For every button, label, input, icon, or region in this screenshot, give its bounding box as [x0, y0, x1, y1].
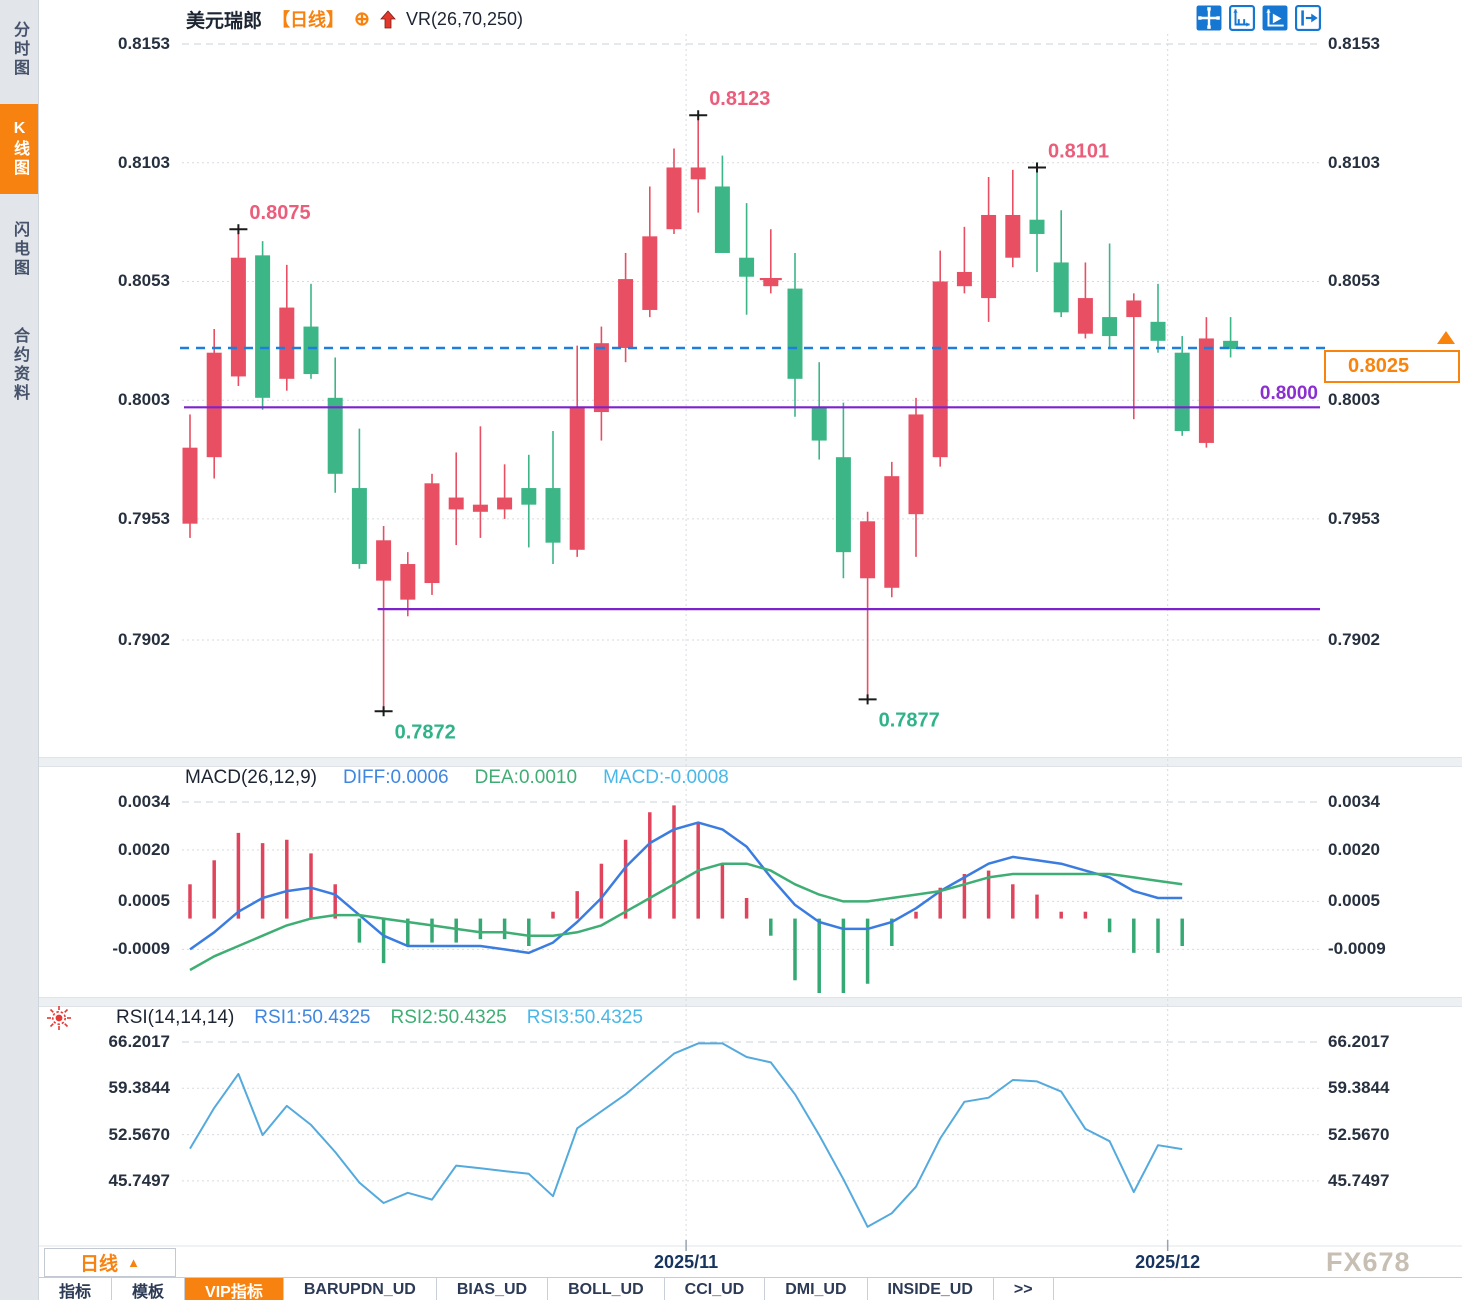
chart-toolbar — [1196, 5, 1321, 31]
x-axis-date-label: 2025/12 — [1135, 1252, 1201, 1272]
y-axis-tick-label: 59.3844 — [108, 1078, 170, 1098]
tab-boll-ud[interactable]: BOLL_UD — [548, 1278, 665, 1300]
y-axis-tick-label: 0.0005 — [1328, 891, 1380, 911]
y-axis-tick-label: 0.8053 — [1328, 271, 1380, 291]
tab-dmi-ud[interactable]: DMI_UD — [765, 1278, 868, 1300]
y-axis-tick-label: 0.7953 — [1328, 508, 1380, 528]
tab-more[interactable]: >> — [994, 1278, 1054, 1300]
y-axis-tick-label: 0.8153 — [1328, 34, 1380, 53]
tab-vip-indicator[interactable]: VIP指标 — [185, 1278, 284, 1300]
y-axis-tick-label: 0.0020 — [118, 840, 170, 859]
rsi-header: RSI(14,14,14) RSI1:50.4325 RSI2:50.4325 … — [46, 1005, 643, 1031]
y-axis-scale-icon[interactable] — [1262, 5, 1288, 31]
period-selector-label: 日线 — [80, 1254, 119, 1275]
vr-indicator-label: VR(26,70,250) — [405, 8, 524, 29]
chart-header: 美元瑞郎 【日线】 ⊕ VR(26,70,250) — [186, 5, 523, 33]
sidebar-item-kline-chart[interactable]: K线图 — [0, 104, 38, 194]
period-tag[interactable]: 【日线】 — [272, 10, 345, 30]
y-axis-tick-label: 52.5670 — [108, 1124, 170, 1144]
tab-cci-ud[interactable]: CCI_UD — [665, 1278, 766, 1300]
y-axis-tick-label: 0.7902 — [118, 630, 170, 650]
hot-indicator-sun-icon[interactable] — [46, 1005, 72, 1031]
tab-inside-ud[interactable]: INSIDE_UD — [868, 1278, 994, 1300]
red-up-arrow-icon — [380, 9, 396, 28]
y-axis-tick-label: 59.3844 — [1328, 1078, 1390, 1098]
tab-indicator[interactable]: 指标 — [39, 1278, 113, 1300]
y-axis-tick-label: 0.8103 — [1328, 152, 1380, 172]
current-price-marker: 0.8025 — [1324, 350, 1460, 383]
svg-text:0.7877: 0.7877 — [879, 709, 940, 731]
price-marker-arrow-icon — [1437, 331, 1455, 344]
x-axis-date-label: 2025/11 — [654, 1252, 719, 1272]
tab-barupdn-ud[interactable]: BARUPDN_UD — [284, 1278, 437, 1300]
rsi1-value: RSI1:50.4325 — [254, 1007, 371, 1028]
macd-hist-value: MACD:-0.0008 — [603, 767, 729, 788]
period-selector-button[interactable]: 日线 ▲ — [44, 1248, 176, 1277]
rsi3-value: RSI3:50.4325 — [526, 1007, 643, 1028]
y-axis-tick-label: 45.7497 — [1328, 1170, 1390, 1190]
y-axis-tick-label: -0.0009 — [112, 939, 170, 959]
y-axis-tick-label: 0.8053 — [118, 271, 170, 291]
y-axis-tick-label: 52.5670 — [1328, 1124, 1390, 1144]
y-axis-tick-label: 0.7902 — [1328, 630, 1380, 650]
panel-separator[interactable] — [39, 757, 1462, 767]
symbol-title: 美元瑞郎 — [186, 10, 263, 32]
y-axis-tick-label: 0.0034 — [1328, 792, 1380, 811]
sidebar-item-time-chart[interactable]: 分时图 — [11, 20, 28, 78]
circle-plus-icon[interactable]: ⊕ — [354, 8, 370, 30]
y-axis-tick-label: 66.2017 — [108, 1032, 170, 1051]
y-axis-tick-label: 0.7953 — [118, 508, 170, 528]
pan-right-icon[interactable] — [1295, 5, 1321, 31]
y-axis-tick-label: 45.7497 — [108, 1170, 170, 1190]
svg-text:0.8123: 0.8123 — [709, 88, 770, 110]
y-axis-tick-label: 66.2017 — [1328, 1032, 1390, 1051]
tab-template[interactable]: 模板 — [112, 1278, 186, 1300]
current-price-value: 0.8025 — [1348, 355, 1410, 377]
tab-bias-ud[interactable]: BIAS_UD — [437, 1278, 549, 1300]
watermark: FX678 — [1326, 1247, 1411, 1277]
sidebar-item-flash-chart[interactable]: 闪电图 — [11, 220, 28, 278]
y-axis-tick-label: 0.0034 — [118, 792, 170, 811]
y-axis-tick-label: 0.0020 — [1328, 840, 1380, 859]
y-axis-tick-label: 0.8103 — [118, 152, 170, 172]
macd-title: MACD(26,12,9) — [185, 767, 317, 788]
support-level-label: 0.8000 — [1259, 383, 1318, 404]
y-axis-tick-label: 0.0005 — [118, 891, 170, 911]
y-axis-tick-label: 0.8003 — [1328, 390, 1380, 410]
sidebar: 分时图 K线图 闪电图 合约资料 — [0, 0, 39, 1300]
macd-header: MACD(26,12,9) DIFF:0.0006 DEA:0.0010 MAC… — [185, 767, 729, 789]
rsi2-value: RSI2:50.4325 — [390, 1007, 507, 1028]
y-axis-tick-label: 0.8153 — [118, 34, 170, 53]
macd-diff-value: DIFF:0.0006 — [343, 767, 449, 788]
indicator-tabbar: 指标 模板 VIP指标 BARUPDN_UD BIAS_UD BOLL_UD C… — [39, 1277, 1462, 1300]
macd-dea-value: DEA:0.0010 — [474, 767, 578, 788]
move-crosshair-icon[interactable] — [1196, 5, 1222, 31]
x-axis-scale-icon[interactable] — [1229, 5, 1255, 31]
svg-text:0.8101: 0.8101 — [1048, 140, 1109, 162]
svg-text:0.8075: 0.8075 — [249, 202, 310, 224]
panel-separator[interactable] — [39, 997, 1462, 1007]
triangle-up-icon: ▲ — [127, 1255, 140, 1270]
y-axis-tick-label: -0.0009 — [1328, 939, 1386, 959]
sidebar-item-contract-info[interactable]: 合约资料 — [11, 327, 28, 403]
svg-text:0.7872: 0.7872 — [395, 721, 456, 743]
y-axis-tick-label: 0.8003 — [118, 390, 170, 410]
rsi-title: RSI(14,14,14) — [116, 1007, 235, 1028]
